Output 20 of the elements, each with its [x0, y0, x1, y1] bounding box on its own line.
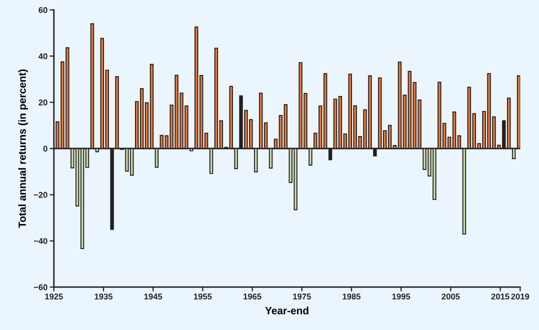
y-tick-label: 0 — [43, 146, 48, 152]
x-tick-label: 1975 — [293, 294, 311, 300]
y-tick-label: 40 — [38, 53, 48, 60]
y-tick-label: 60 — [38, 7, 48, 13]
x-tick-label: 2005 — [442, 294, 460, 300]
x-tick-label: 1925 — [45, 294, 63, 300]
x-tick-label: 2019 — [511, 294, 530, 300]
x-tick-label: 1985 — [342, 294, 361, 300]
y-tick-label: −20 — [34, 192, 48, 198]
x-tick-label: 1945 — [144, 294, 162, 300]
x-tick-label: 2015 — [491, 294, 510, 300]
x-tick-label: 1995 — [392, 294, 410, 300]
x-tick-label: 1955 — [194, 294, 212, 300]
y-tick-label: 20 — [38, 100, 48, 106]
y-axis-title: Total annual returns (in percent) — [18, 70, 28, 228]
x-tick-label: 1935 — [94, 294, 113, 300]
x-tick-label: 1965 — [244, 294, 262, 300]
y-tick-label: −60 — [34, 284, 48, 290]
x-axis-title: Year-end — [265, 306, 308, 314]
y-tick-label: −40 — [34, 238, 48, 244]
